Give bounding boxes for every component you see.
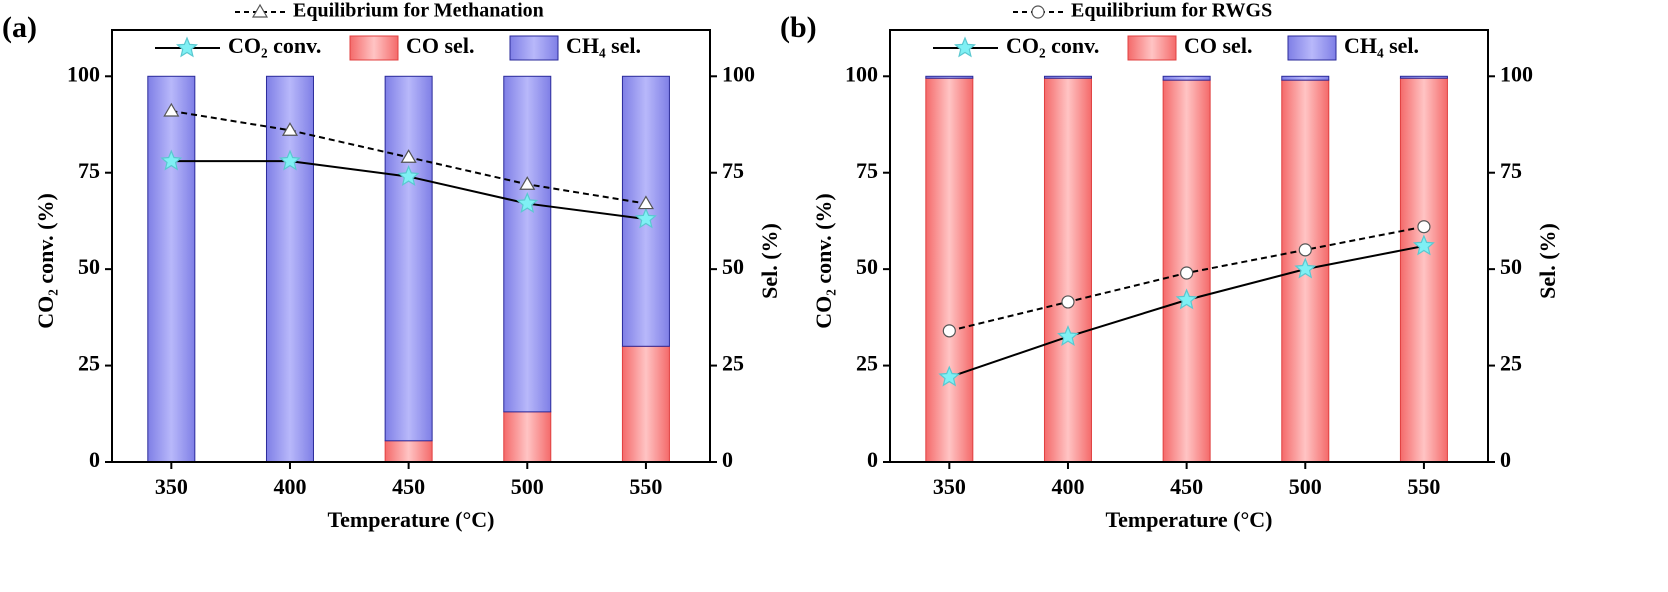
y-tick-label: 100 [67, 61, 100, 86]
triangle-marker [400, 149, 417, 163]
star-marker [938, 365, 961, 387]
triangle-marker [163, 102, 180, 117]
y2-tick-label: 0 [1500, 447, 1511, 472]
bar [1281, 75, 1330, 81]
y2-axis-label: Sel. (%) [1535, 223, 1560, 299]
x-tick-label: 500 [1289, 474, 1322, 499]
bar [384, 75, 433, 442]
plot-frame [111, 29, 711, 463]
x-tick-label: 550 [629, 474, 662, 499]
bar [1399, 75, 1448, 79]
star-marker [1057, 325, 1079, 346]
legend-swatch [1287, 35, 1337, 61]
bar [265, 75, 314, 463]
legend-swatch [1127, 35, 1177, 61]
legend-label: CO₂ conv. [228, 33, 321, 58]
triangle-marker [519, 176, 536, 190]
x-tick-label: 400 [1051, 474, 1084, 499]
x-tick-label: 450 [1170, 474, 1203, 499]
y2-tick-label: 0 [722, 447, 733, 472]
legend-label: CH₄ sel. [566, 33, 641, 58]
bar [503, 411, 552, 463]
y-tick-label: 25 [78, 351, 100, 376]
y2-tick-label: 100 [1500, 61, 1533, 86]
y-tick-label: 75 [856, 158, 878, 183]
bar [1399, 77, 1448, 463]
y-tick-label: 25 [856, 351, 878, 376]
star-marker [1412, 234, 1435, 256]
y2-tick-label: 100 [722, 61, 755, 86]
y-tick-label: 0 [89, 447, 100, 472]
triangle-marker [251, 3, 269, 18]
bar [503, 75, 552, 413]
circle-marker [1180, 266, 1194, 280]
circle-marker [1061, 295, 1075, 309]
legend-label: CH₄ sel. [1344, 33, 1419, 58]
star-marker [516, 192, 539, 213]
y2-tick-label: 25 [1500, 351, 1522, 376]
legend-label: CO₂ conv. [1006, 33, 1099, 58]
x-tick-label: 550 [1407, 474, 1440, 499]
y2-tick-label: 75 [1500, 158, 1522, 183]
bar [925, 75, 974, 79]
star-marker [1294, 257, 1317, 279]
y-tick-label: 50 [856, 254, 878, 279]
legend-swatch [509, 35, 559, 61]
star-marker [397, 165, 420, 186]
legend-label: Equilibrium for Methanation [293, 0, 544, 22]
y-tick-label: 75 [78, 158, 100, 183]
y-tick-label: 0 [867, 447, 878, 472]
circle-marker [1417, 220, 1431, 234]
star-marker [279, 149, 301, 171]
bar [925, 77, 974, 463]
star-marker [1175, 288, 1198, 310]
star-marker [634, 207, 657, 229]
legend-label: Equilibrium for RWGS [1071, 0, 1272, 22]
y2-tick-label: 50 [1500, 254, 1522, 279]
bar [147, 75, 196, 463]
x-tick-label: 400 [273, 474, 306, 499]
bar [621, 345, 670, 463]
x-tick-label: 350 [155, 474, 188, 499]
y-tick-label: 50 [78, 254, 100, 279]
x-axis-label: Temperature (°C) [1105, 507, 1272, 532]
bar [384, 440, 433, 463]
plot-frame [889, 29, 1489, 463]
triangle-marker [281, 122, 299, 136]
bar [1162, 75, 1211, 81]
bar [1043, 77, 1092, 463]
x-tick-label: 450 [392, 474, 425, 499]
panel-label: (b) [780, 11, 817, 44]
legend-swatch [349, 35, 399, 61]
panel-label: (a) [2, 11, 37, 44]
y-tick-label: 100 [845, 61, 878, 86]
y2-tick-label: 50 [722, 254, 744, 279]
star-marker [954, 36, 976, 58]
star-marker [176, 36, 198, 58]
triangle-marker [637, 195, 654, 210]
star-marker [160, 149, 183, 171]
circle-marker [1298, 243, 1312, 257]
legend-label: CO sel. [1184, 33, 1252, 58]
legend-label: CO sel. [406, 33, 474, 58]
y-axis-label: CO₂ conv. (%) [33, 193, 58, 329]
y2-tick-label: 75 [722, 158, 744, 183]
x-tick-label: 500 [511, 474, 544, 499]
circle-marker [1031, 5, 1045, 19]
y-axis-label: CO₂ conv. (%) [811, 193, 836, 329]
y2-axis-label: Sel. (%) [757, 223, 782, 299]
bar [1043, 75, 1092, 79]
x-axis-label: Temperature (°C) [327, 507, 494, 532]
x-tick-label: 350 [933, 474, 966, 499]
circle-marker [942, 324, 956, 338]
y2-tick-label: 25 [722, 351, 744, 376]
